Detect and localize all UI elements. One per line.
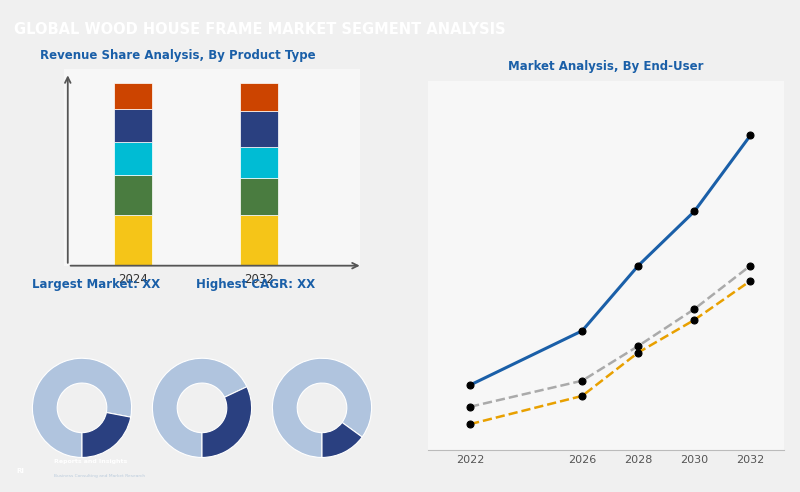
Bar (240, 84, 278, 111)
Bar (114, 175, 152, 215)
Bar (114, 142, 152, 175)
Bar (240, 215, 278, 266)
Text: Business Consulting and Market Research: Business Consulting and Market Research (54, 474, 146, 478)
Text: Largest Market: XX: Largest Market: XX (32, 278, 160, 291)
Bar (240, 178, 278, 215)
Text: RI: RI (17, 468, 24, 474)
Wedge shape (153, 358, 247, 458)
Text: Highest CAGR: XX: Highest CAGR: XX (196, 278, 315, 291)
Wedge shape (273, 358, 371, 458)
Wedge shape (322, 423, 362, 458)
Bar (114, 84, 152, 109)
Text: Reports and Insights: Reports and Insights (54, 459, 128, 464)
Wedge shape (33, 358, 131, 458)
Bar (240, 111, 278, 147)
Wedge shape (82, 412, 130, 458)
Title: Market Analysis, By End-User: Market Analysis, By End-User (508, 60, 704, 73)
Bar (240, 147, 278, 178)
Text: Revenue Share Analysis, By Product Type: Revenue Share Analysis, By Product Type (40, 49, 316, 62)
Bar (114, 215, 152, 266)
Wedge shape (202, 387, 251, 458)
Text: GLOBAL WOOD HOUSE FRAME MARKET SEGMENT ANALYSIS: GLOBAL WOOD HOUSE FRAME MARKET SEGMENT A… (14, 22, 506, 37)
Bar (114, 109, 152, 142)
